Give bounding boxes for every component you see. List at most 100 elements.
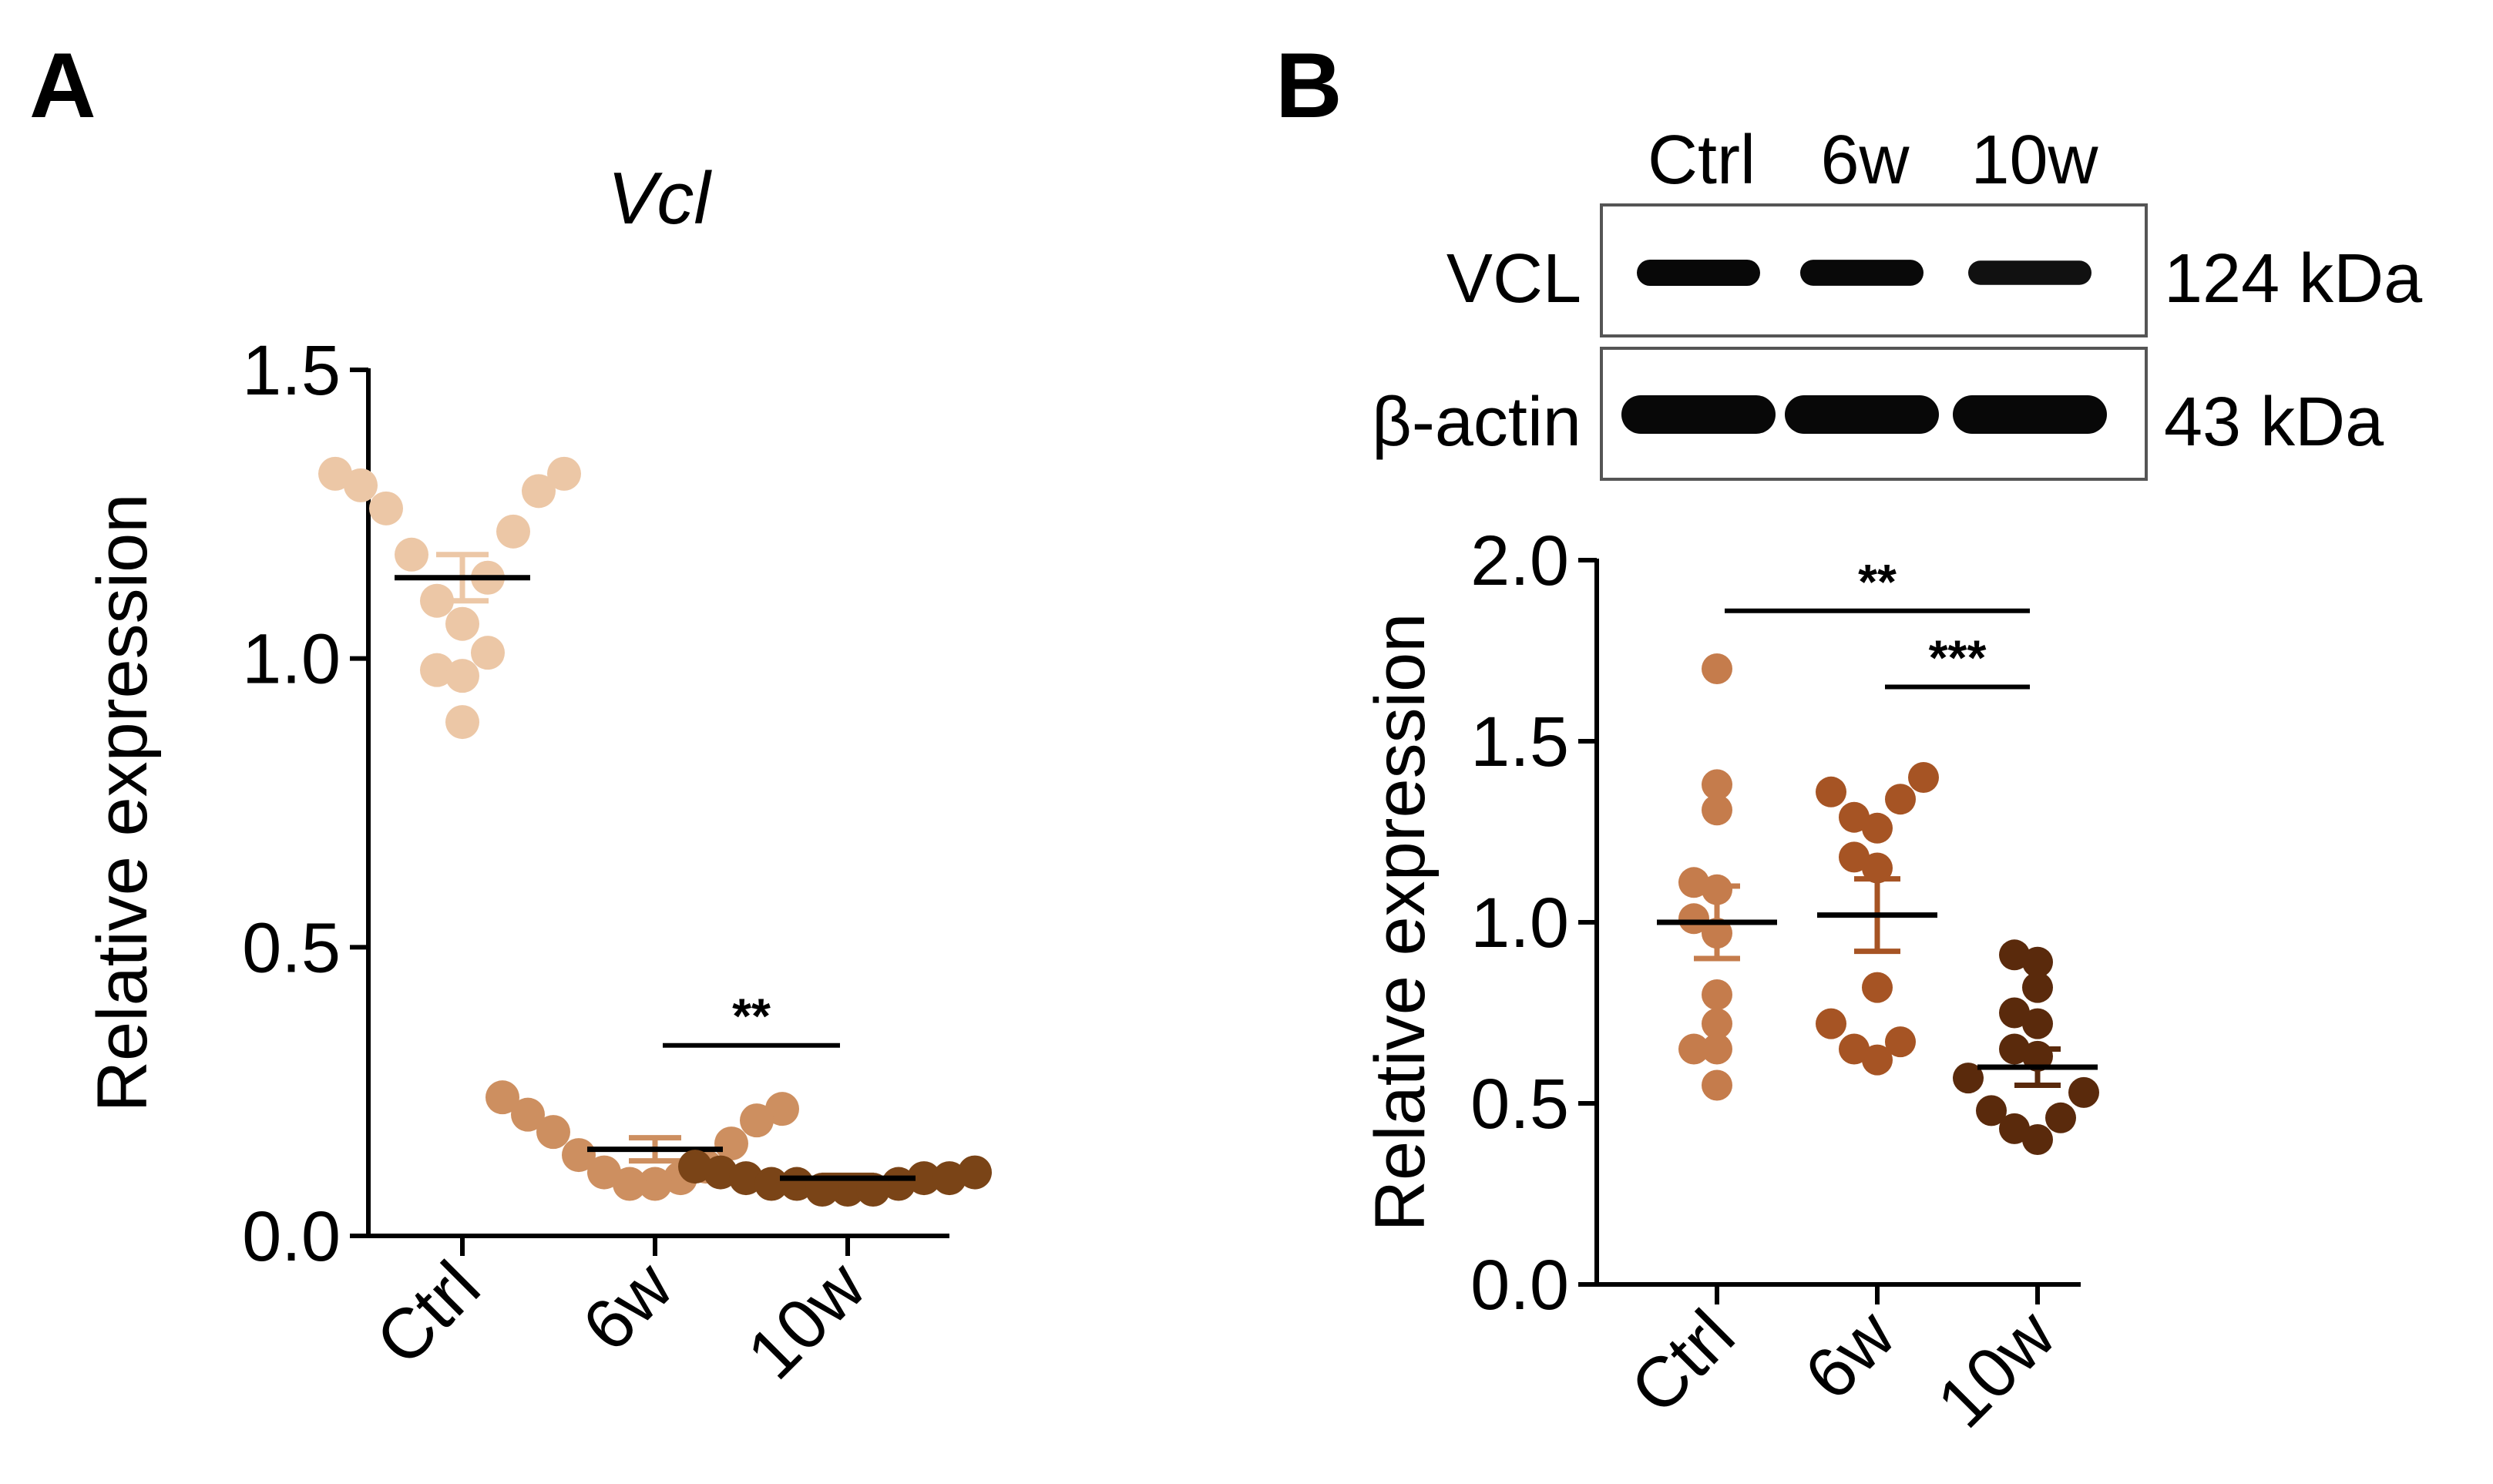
significance-label: ** bbox=[732, 989, 771, 1044]
y-tick-label: 0.0 bbox=[242, 1197, 341, 1276]
y-tick-label: 0.5 bbox=[242, 908, 341, 987]
data-point bbox=[1862, 812, 1893, 844]
data-point bbox=[1999, 1113, 2030, 1144]
data-point bbox=[1702, 794, 1732, 826]
data-point bbox=[1885, 784, 1916, 815]
data-point bbox=[1885, 1026, 1916, 1058]
x-tick-label: Ctrl bbox=[361, 1247, 495, 1380]
data-point bbox=[1816, 776, 1846, 807]
data-point bbox=[420, 653, 454, 687]
blot-size-label-vcl: 124 kDa bbox=[2164, 240, 2423, 317]
data-point bbox=[1976, 1095, 2007, 1126]
x-tick-label: 6w bbox=[1790, 1295, 1910, 1415]
data-point bbox=[1862, 852, 1893, 884]
data-point bbox=[1999, 939, 2030, 971]
data-point bbox=[714, 1126, 748, 1161]
y-tick-label: 1.0 bbox=[1470, 884, 1569, 962]
blot-lane-label: 10w bbox=[1971, 122, 2098, 199]
blot-band bbox=[1621, 395, 1776, 434]
blot-band bbox=[1800, 260, 1924, 286]
data-point bbox=[1839, 1033, 1870, 1065]
data-point bbox=[1702, 979, 1732, 1010]
data-point bbox=[1702, 769, 1732, 801]
y-tick-label: 0.5 bbox=[1470, 1065, 1569, 1143]
western-blot: Ctrl 6w 10w VCL β-actin 124 kDa 43 kDa bbox=[1372, 122, 2423, 481]
data-point bbox=[958, 1155, 992, 1190]
data-point bbox=[1908, 762, 1939, 793]
data-point bbox=[511, 1097, 545, 1132]
data-point bbox=[2045, 1102, 2076, 1133]
blot-band bbox=[1968, 260, 2091, 285]
data-point bbox=[1702, 653, 1732, 684]
panel-label-b: B bbox=[1275, 34, 1342, 137]
data-point bbox=[1678, 867, 1709, 898]
y-tick-label: 1.5 bbox=[1470, 703, 1569, 781]
y-axis-title: Relative expression bbox=[83, 494, 162, 1113]
blot-band bbox=[1637, 260, 1760, 286]
data-point bbox=[369, 491, 403, 525]
data-point bbox=[344, 468, 378, 502]
data-point bbox=[2022, 946, 2053, 978]
panel-label-a: A bbox=[29, 34, 96, 137]
blot-bands bbox=[1621, 260, 2107, 434]
y-tick-label: 2.0 bbox=[1470, 522, 1569, 600]
significance-label: *** bbox=[1929, 630, 1987, 686]
data-point bbox=[2022, 1124, 2053, 1155]
x-tick-label: Ctrl bbox=[1616, 1295, 1749, 1429]
data-point bbox=[704, 1155, 737, 1190]
data-point bbox=[445, 659, 479, 693]
data-point bbox=[729, 1161, 763, 1196]
data-point bbox=[2022, 972, 2053, 1003]
blot-band bbox=[1953, 395, 2107, 434]
data-point bbox=[1702, 1008, 1732, 1039]
data-point bbox=[2068, 1076, 2099, 1108]
data-point bbox=[471, 636, 505, 670]
data-point bbox=[1839, 801, 1870, 833]
data-point bbox=[1816, 1008, 1846, 1039]
data-point bbox=[1678, 903, 1709, 935]
blot-lane-label: Ctrl bbox=[1648, 122, 1756, 199]
data-point bbox=[613, 1167, 647, 1201]
data-point bbox=[765, 1092, 799, 1126]
blot-lane-label: 6w bbox=[1820, 122, 1910, 199]
chart-title: Vcl bbox=[607, 157, 712, 240]
data-point bbox=[678, 1150, 712, 1184]
data-point bbox=[1702, 1069, 1732, 1101]
data-point bbox=[2022, 1008, 2053, 1039]
blot-band bbox=[1785, 395, 1939, 434]
data-point bbox=[522, 474, 556, 509]
data-point bbox=[932, 1161, 966, 1196]
data-point bbox=[754, 1167, 788, 1201]
blot-size-label-actin: 43 kDa bbox=[2164, 384, 2384, 461]
chart-panel-b: 0.0 0.5 1.0 1.5 2.0 Relative expression Ctrl 6w… bbox=[1361, 522, 2099, 1442]
chart-panel-a: Vcl 0.0 0.5 1.0 1.5 Relative expression Ctrl 6w… bbox=[83, 157, 992, 1394]
data-point bbox=[536, 1115, 570, 1150]
data-point bbox=[445, 606, 479, 641]
data-point bbox=[485, 1080, 519, 1115]
y-axis-title: Relative expression bbox=[1361, 613, 1440, 1232]
x-tick-label: 10w bbox=[1923, 1295, 2071, 1443]
data-point bbox=[395, 537, 428, 572]
data-point bbox=[562, 1138, 596, 1173]
data-point bbox=[907, 1161, 941, 1196]
y-tick-label: 1.5 bbox=[242, 331, 341, 410]
data-point bbox=[740, 1103, 774, 1138]
data-point bbox=[780, 1167, 814, 1201]
data-point bbox=[1953, 1063, 1984, 1094]
x-tick-label: 10w bbox=[733, 1247, 881, 1395]
significance-label: ** bbox=[1858, 554, 1897, 609]
data-point bbox=[1862, 972, 1893, 1003]
data-point bbox=[445, 705, 479, 740]
data-point bbox=[638, 1167, 672, 1201]
blot-protein-label-actin: β-actin bbox=[1372, 384, 1581, 461]
data-point bbox=[1862, 1044, 1893, 1076]
blot-protein-label-vcl: VCL bbox=[1446, 240, 1581, 317]
data-point bbox=[882, 1167, 916, 1201]
data-point bbox=[1839, 841, 1870, 873]
data-point bbox=[1702, 1033, 1732, 1065]
data-point bbox=[318, 456, 352, 491]
data-point bbox=[1999, 997, 2030, 1029]
data-point bbox=[496, 514, 530, 549]
y-tick-label: 0.0 bbox=[1470, 1246, 1569, 1325]
